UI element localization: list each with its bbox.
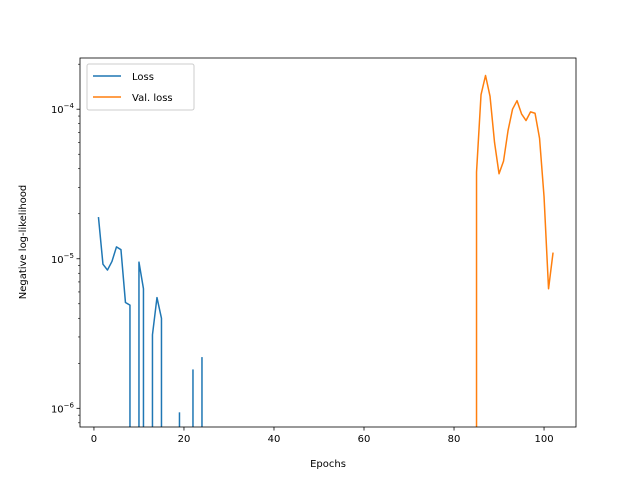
- x-axis-label: Epochs: [310, 459, 346, 470]
- series-0-line-segment-1: [138, 261, 145, 427]
- plot-frame: [79, 57, 577, 428]
- x-tick-label: 40: [268, 434, 281, 445]
- y-tick-label: 10−4: [51, 102, 75, 116]
- y-tick-label: 10−5: [51, 252, 74, 266]
- series-0-line-segment-2: [151, 296, 163, 427]
- x-axis: 0 20 40 60 80 100: [91, 427, 554, 445]
- series-1-line-segment-0: [475, 74, 554, 427]
- x-tick-label: 100: [534, 434, 553, 445]
- x-tick-label: 60: [358, 434, 371, 445]
- legend-label-1: Val. loss: [132, 93, 173, 104]
- x-tick-label: 0: [91, 434, 97, 445]
- legend-label-0: Loss: [132, 72, 154, 83]
- y-axis-label: Negative log-likelihood: [18, 185, 29, 300]
- x-tick-label: 20: [178, 434, 191, 445]
- y-axis: 10−6 10−5 10−4: [51, 63, 80, 424]
- series-layer: [97, 74, 554, 427]
- y-tick-label: 10−6: [51, 401, 75, 415]
- legend: Loss Val. loss: [86, 63, 195, 111]
- series-0-line-segment-0: [97, 216, 131, 427]
- x-tick-label: 80: [448, 434, 461, 445]
